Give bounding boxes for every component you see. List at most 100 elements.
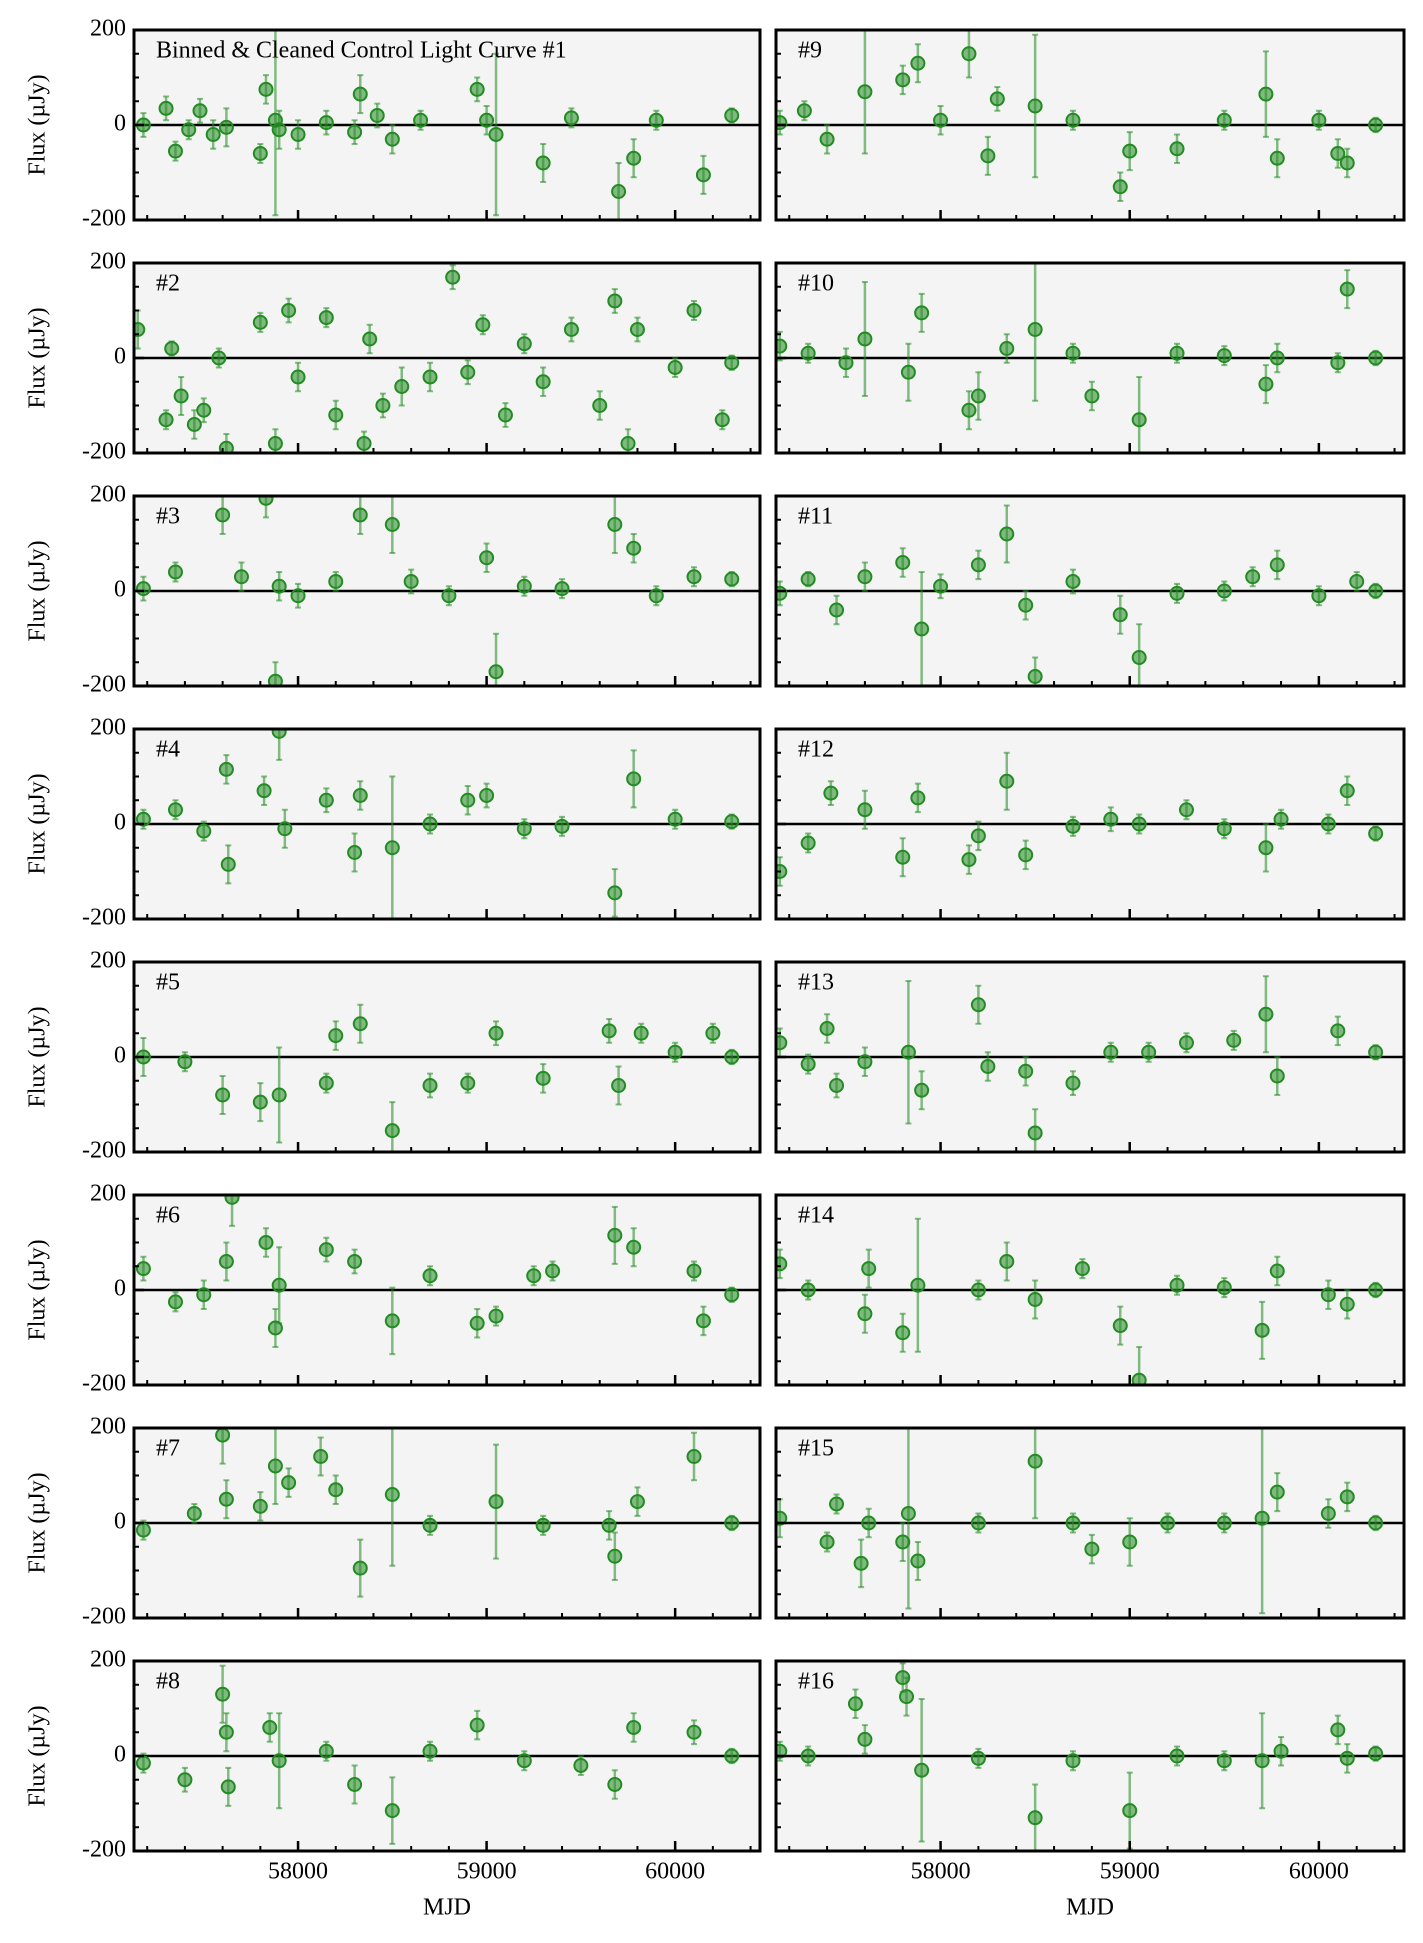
point bbox=[1178, 1035, 1194, 1051]
point bbox=[497, 407, 513, 423]
point bbox=[252, 1498, 268, 1514]
point bbox=[469, 1315, 485, 1331]
point bbox=[488, 1494, 504, 1510]
point bbox=[724, 1049, 740, 1065]
point bbox=[914, 1082, 930, 1098]
y-tick-label: 200 bbox=[90, 249, 126, 275]
point bbox=[1269, 350, 1285, 366]
point bbox=[1141, 1044, 1157, 1060]
point bbox=[356, 436, 372, 451]
point bbox=[626, 540, 642, 556]
point bbox=[173, 388, 189, 404]
point bbox=[460, 364, 476, 380]
point bbox=[215, 1087, 231, 1103]
point bbox=[252, 1094, 268, 1110]
plot-area bbox=[134, 30, 760, 220]
point bbox=[686, 303, 702, 318]
panel: -200 0 200 #3 Flux (µJy) bbox=[25, 482, 762, 698]
point bbox=[857, 84, 873, 100]
point bbox=[633, 1025, 649, 1041]
point bbox=[563, 322, 579, 337]
panel-title: #7 bbox=[156, 1436, 180, 1462]
point bbox=[281, 1475, 297, 1491]
point bbox=[1103, 811, 1119, 827]
point bbox=[970, 828, 986, 844]
point bbox=[1254, 1322, 1270, 1338]
point bbox=[186, 417, 202, 432]
point bbox=[1112, 1318, 1128, 1334]
point bbox=[667, 811, 683, 827]
point bbox=[1216, 821, 1232, 837]
point bbox=[1368, 117, 1384, 133]
point bbox=[626, 150, 642, 166]
y-tick-label: 0 bbox=[114, 1742, 126, 1768]
panel-title: #16 bbox=[798, 1669, 834, 1695]
point bbox=[1320, 816, 1336, 832]
point bbox=[256, 783, 272, 799]
x-axis-label: MJD bbox=[1066, 1895, 1114, 1921]
point bbox=[1273, 1743, 1289, 1759]
point bbox=[648, 112, 664, 128]
point bbox=[441, 588, 457, 604]
point bbox=[384, 1313, 400, 1329]
point bbox=[1320, 1506, 1336, 1521]
point bbox=[1084, 388, 1100, 404]
point bbox=[488, 1308, 504, 1324]
point bbox=[899, 1689, 915, 1705]
point bbox=[800, 1748, 816, 1764]
panel: -200 0 200 #4 Flux (µJy) bbox=[25, 715, 762, 931]
panel-title: #15 bbox=[798, 1436, 834, 1462]
point bbox=[460, 792, 476, 808]
point bbox=[819, 131, 835, 147]
point bbox=[1330, 146, 1346, 161]
panel-title: #8 bbox=[156, 1669, 180, 1695]
point bbox=[290, 369, 306, 385]
point bbox=[215, 1428, 231, 1443]
point bbox=[158, 412, 174, 428]
point bbox=[205, 127, 221, 142]
point bbox=[1368, 826, 1384, 841]
point bbox=[607, 1777, 623, 1792]
point bbox=[1226, 1032, 1242, 1048]
point bbox=[914, 305, 930, 321]
point bbox=[857, 1054, 873, 1070]
point bbox=[318, 1743, 334, 1759]
point bbox=[829, 602, 845, 618]
y-tick-label: 200 bbox=[90, 1647, 126, 1673]
point bbox=[475, 317, 491, 333]
point bbox=[384, 840, 400, 856]
point bbox=[384, 1487, 400, 1502]
point bbox=[1368, 1515, 1384, 1531]
point bbox=[164, 341, 180, 356]
point bbox=[267, 1320, 283, 1336]
point bbox=[847, 1696, 863, 1712]
point bbox=[823, 785, 839, 801]
y-tick-label: 0 bbox=[114, 344, 126, 370]
y-tick-label: 200 bbox=[90, 482, 126, 508]
point bbox=[167, 564, 183, 580]
point bbox=[607, 885, 623, 901]
point bbox=[592, 398, 608, 413]
point bbox=[479, 112, 495, 128]
panel: #12 bbox=[774, 727, 1406, 921]
point bbox=[601, 1023, 617, 1039]
point bbox=[220, 1779, 236, 1795]
y-tick-label: -200 bbox=[82, 1371, 126, 1397]
point bbox=[271, 729, 287, 739]
point bbox=[861, 1261, 877, 1277]
point bbox=[1216, 348, 1232, 364]
point bbox=[535, 1517, 551, 1533]
point bbox=[167, 143, 183, 159]
point bbox=[271, 1277, 287, 1293]
point bbox=[535, 374, 551, 390]
point bbox=[1169, 345, 1185, 361]
point bbox=[724, 108, 740, 123]
point bbox=[724, 1287, 740, 1303]
point bbox=[1131, 1372, 1147, 1385]
point bbox=[445, 269, 461, 285]
point bbox=[271, 578, 287, 594]
point bbox=[1027, 1125, 1043, 1141]
point bbox=[686, 1263, 702, 1279]
y-tick-label: -200 bbox=[82, 439, 126, 465]
point bbox=[192, 103, 208, 119]
